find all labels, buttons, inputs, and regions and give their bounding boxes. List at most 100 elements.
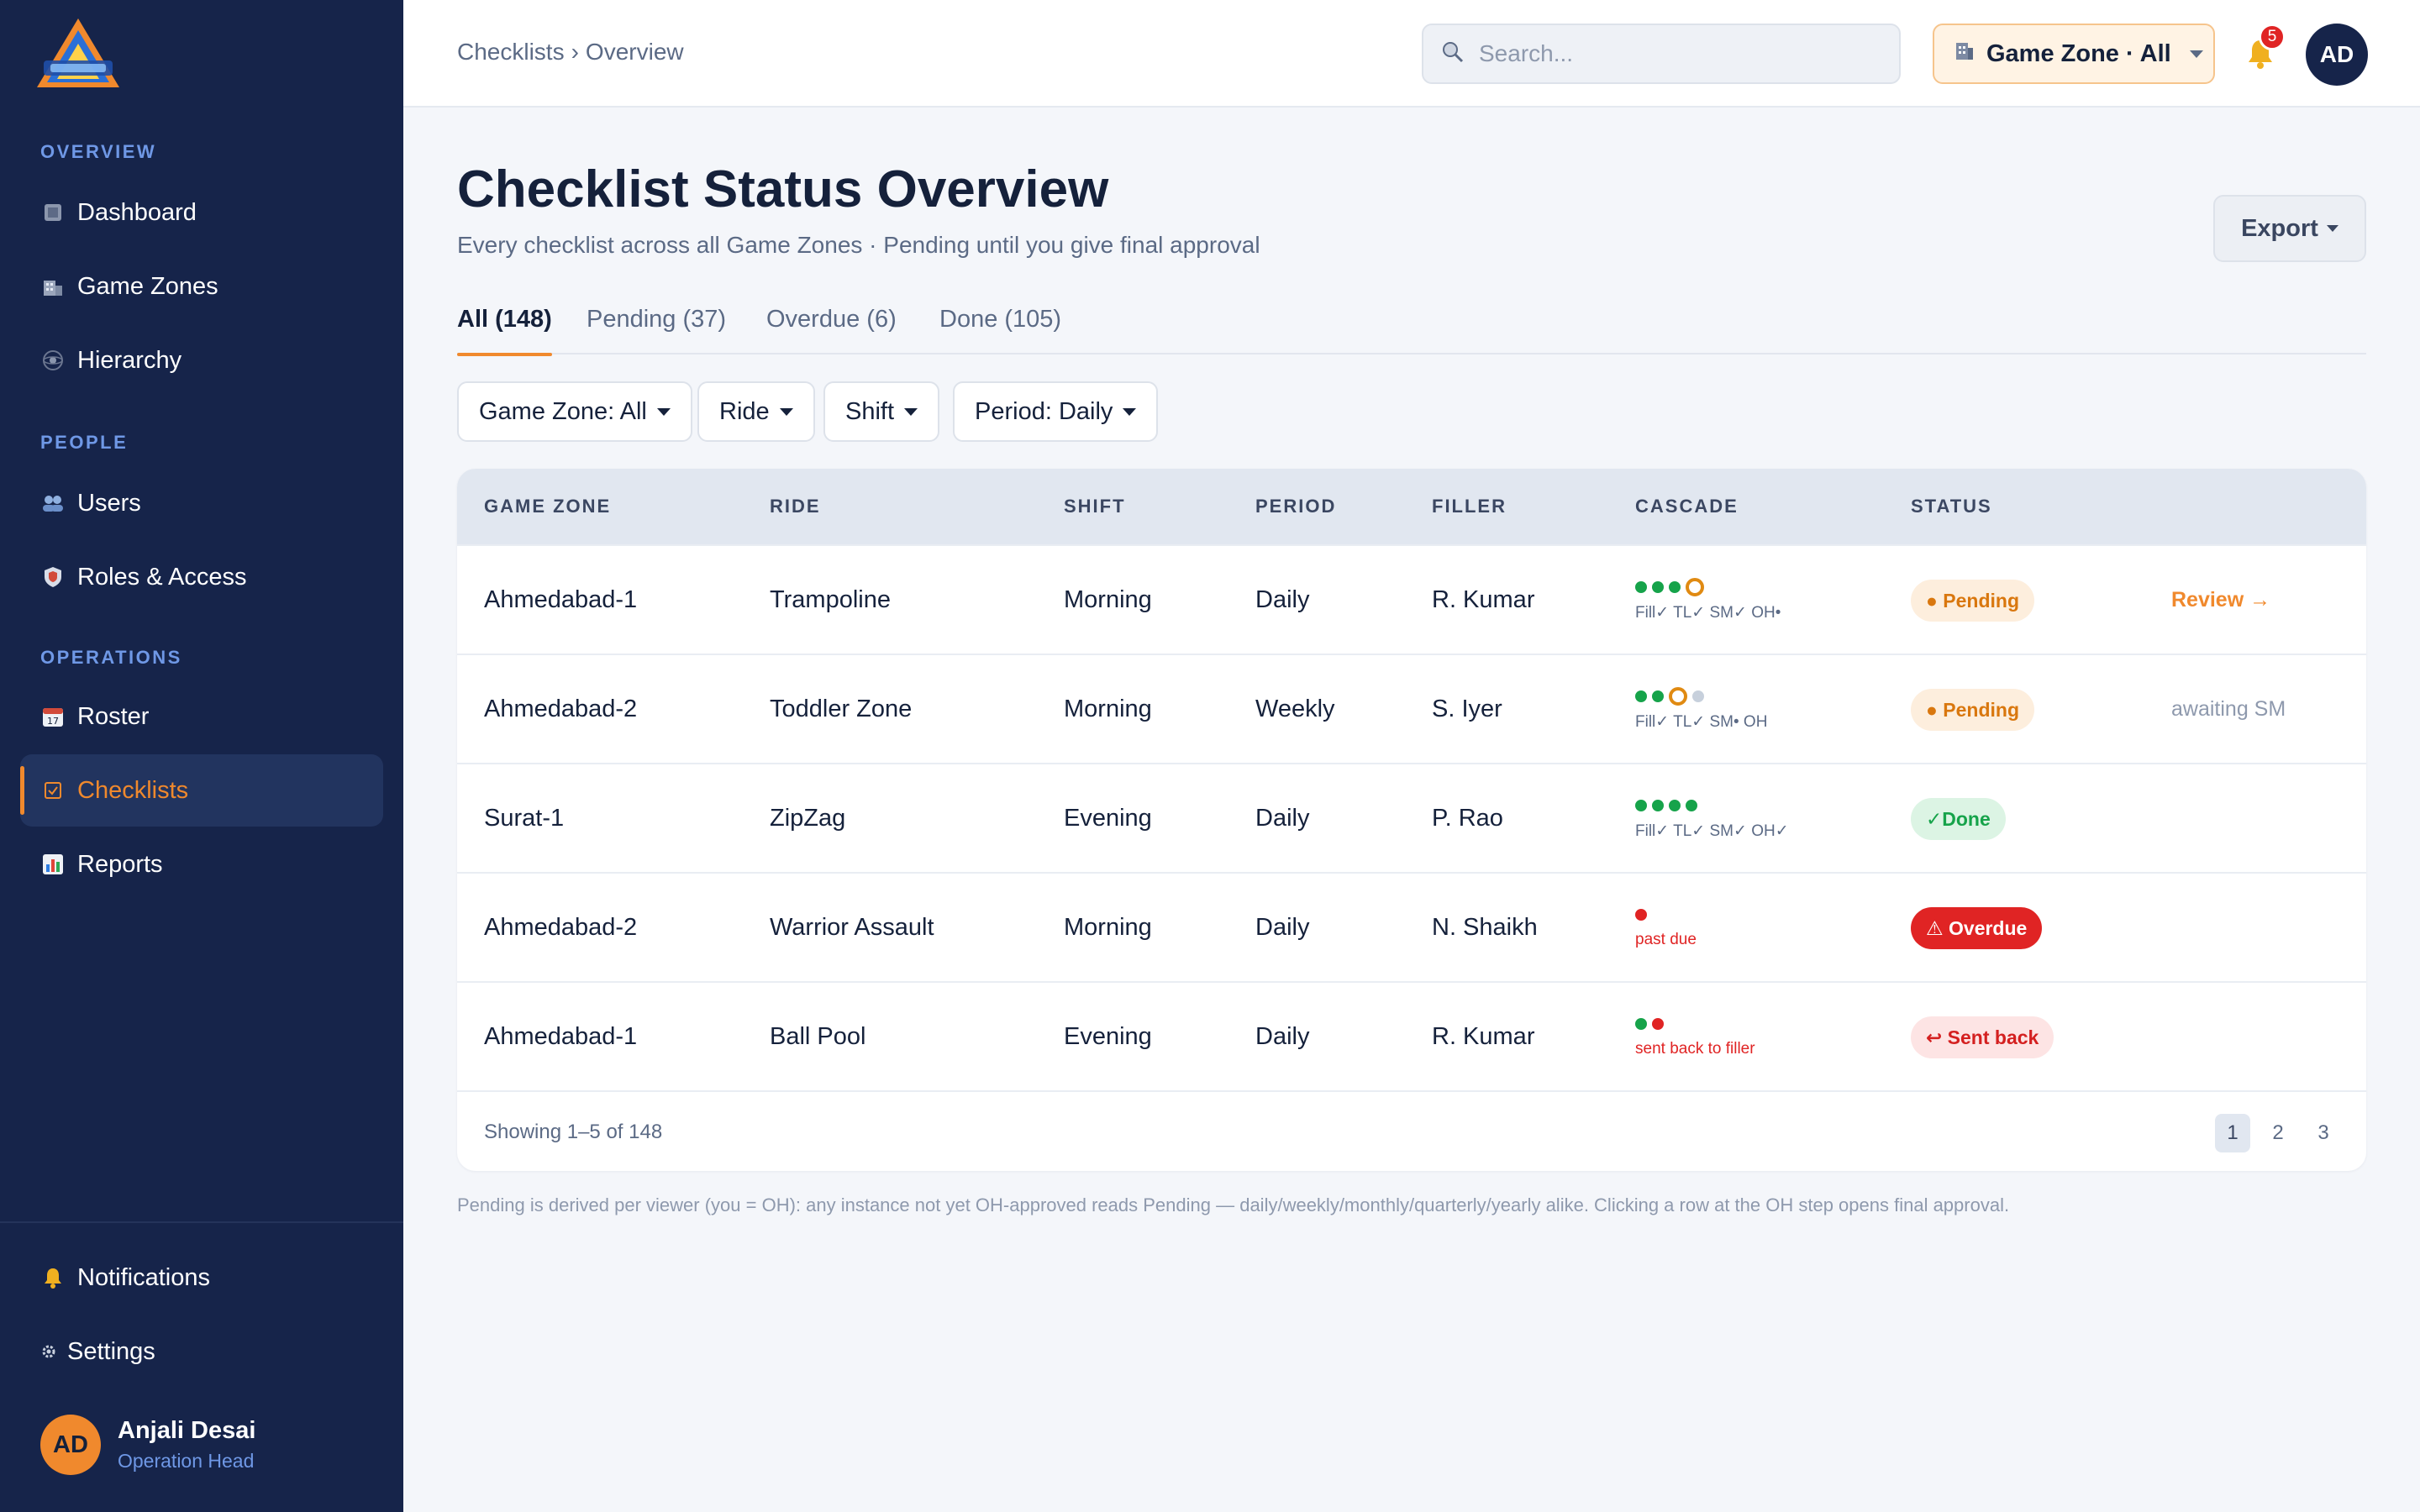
cascade-step-green-dot bbox=[1669, 581, 1681, 593]
table-row[interactable]: Ahmedabad-1 Ball Pool Evening Daily R. Kumar… bbox=[457, 981, 2366, 1090]
filter-label: Period: Daily bbox=[975, 397, 1113, 425]
column-header-ride[interactable]: RIDE bbox=[770, 496, 821, 517]
column-header-period[interactable]: PERIOD bbox=[1255, 496, 1337, 517]
cell-period: Daily bbox=[1255, 805, 1310, 832]
tab-overdue[interactable]: Overdue (6) bbox=[766, 306, 897, 333]
page-button-1[interactable]: 1 bbox=[2215, 1114, 2250, 1152]
brand-logo[interactable] bbox=[32, 15, 124, 92]
cascade-label: sent back to filler bbox=[1635, 1040, 1755, 1058]
column-header-shift[interactable]: SHIFT bbox=[1064, 496, 1126, 517]
chevron-down-icon bbox=[656, 407, 671, 416]
bar-chart-icon bbox=[40, 852, 66, 877]
cell-period: Daily bbox=[1255, 1023, 1310, 1050]
awaiting-note: awaiting SM bbox=[2171, 697, 2286, 721]
sidebar-item-roster[interactable]: 17 Roster bbox=[20, 680, 383, 753]
cascade-label: past due bbox=[1635, 931, 1697, 948]
sidebar-item-label: Notifications bbox=[77, 1263, 210, 1291]
page-button-3[interactable]: 3 bbox=[2317, 1121, 2329, 1144]
sidebar-item-label: Users bbox=[77, 489, 141, 517]
table-footer: Showing 1–5 of 148 1 2 3 bbox=[457, 1090, 2366, 1171]
cascade-step-ring-dot bbox=[1669, 687, 1687, 706]
sidebar-item-notifications[interactable]: Notifications bbox=[20, 1242, 383, 1314]
avatar[interactable]: AD bbox=[2306, 24, 2368, 86]
checkbox-icon bbox=[40, 778, 66, 803]
breadcrumb-checklists[interactable]: Checklists bbox=[457, 39, 565, 65]
user-role: Operation Head bbox=[118, 1450, 255, 1472]
sidebar-item-label: Hierarchy bbox=[77, 346, 182, 374]
building-icon bbox=[40, 274, 66, 299]
export-button[interactable]: Export bbox=[2213, 195, 2366, 262]
table-row[interactable]: Surat-1 ZipZag Evening Daily P. Rao Fill✓ TL✓… bbox=[457, 763, 2366, 872]
sidebar-item-game-zones[interactable]: Game Zones bbox=[20, 250, 383, 323]
review-link[interactable]: Review → bbox=[2171, 588, 2271, 612]
table-row[interactable]: Ahmedabad-2 Warrior Assault Morning Daily N.… bbox=[457, 872, 2366, 981]
calendar-icon: 17 bbox=[40, 704, 66, 729]
cascade-progress: Fill✓ TL✓ SM✓ OH• bbox=[1635, 578, 1781, 622]
status-badge: ↩ Sent back bbox=[1911, 1016, 2054, 1058]
status-badge: ● Pending bbox=[1911, 689, 2035, 731]
cascade-dots bbox=[1635, 1015, 1755, 1033]
sidebar-item-hierarchy[interactable]: Hierarchy bbox=[20, 324, 383, 396]
column-header-cascade[interactable]: CASCADE bbox=[1635, 496, 1739, 517]
cascade-label: Fill✓ TL✓ SM✓ OH• bbox=[1635, 604, 1781, 622]
users-icon bbox=[40, 491, 66, 516]
filter-label: Ride bbox=[719, 397, 770, 425]
cell-ride: Trampoline bbox=[770, 586, 891, 613]
sidebar-item-label: Settings bbox=[67, 1337, 155, 1365]
table-row[interactable]: Ahmedabad-2 Toddler Zone Morning Weekly S. I… bbox=[457, 654, 2366, 763]
cascade-label: Fill✓ TL✓ SM• OH bbox=[1635, 713, 1768, 731]
table-row[interactable]: Ahmedabad-1 Trampoline Morning Daily R. Kuma… bbox=[457, 544, 2366, 654]
sidebar-item-settings[interactable]: Settings bbox=[20, 1315, 383, 1388]
tab-all[interactable]: All (148) bbox=[457, 306, 552, 356]
nav-section-people: PEOPLE bbox=[40, 432, 129, 453]
cell-ride: ZipZag bbox=[770, 805, 846, 832]
cell-filler: P. Rao bbox=[1432, 805, 1503, 832]
filter-label: Shift bbox=[845, 397, 895, 425]
breadcrumb-separator: › bbox=[571, 39, 579, 65]
sidebar-item-reports[interactable]: Reports bbox=[20, 828, 383, 900]
search-box[interactable] bbox=[1422, 24, 1901, 84]
sidebar-item-checklists[interactable]: Checklists bbox=[20, 754, 383, 827]
filter-period[interactable]: Period: Daily bbox=[953, 381, 1159, 442]
nav-section-overview: OVERVIEW bbox=[40, 141, 157, 162]
network-icon bbox=[40, 348, 66, 373]
chevron-down-icon bbox=[2326, 225, 2338, 232]
sidebar-item-dashboard[interactable]: Dashboard bbox=[20, 176, 383, 249]
footnote: Pending is derived per viewer (you = OH)… bbox=[457, 1194, 2010, 1215]
chevron-down-icon bbox=[2189, 50, 2203, 58]
shield-icon bbox=[40, 564, 66, 590]
filter-label: Game Zone: All bbox=[479, 397, 647, 425]
status-badge: ⚠ Overdue bbox=[1911, 907, 2043, 949]
sidebar-item-users[interactable]: Users bbox=[20, 467, 383, 539]
grid-icon bbox=[40, 200, 66, 225]
user-profile[interactable]: AD Anjali Desai Operation Head bbox=[40, 1415, 255, 1475]
column-header-game-zone[interactable]: GAME ZONE bbox=[484, 496, 612, 517]
column-header-status[interactable]: STATUS bbox=[1911, 496, 1992, 517]
tab-done[interactable]: Done (105) bbox=[939, 306, 1062, 333]
filter-shift[interactable]: Shift bbox=[823, 381, 940, 442]
game-zone-selector[interactable]: Game Zone · All bbox=[1933, 24, 2215, 84]
cell-ride: Warrior Assault bbox=[770, 914, 934, 941]
cascade-step-green-dot bbox=[1635, 581, 1647, 593]
filter-ride[interactable]: Ride bbox=[697, 381, 815, 442]
sidebar-item-roles-access[interactable]: Roles & Access bbox=[20, 541, 383, 613]
cell-zone: Ahmedabad-1 bbox=[484, 1023, 638, 1050]
cell-shift: Evening bbox=[1064, 805, 1152, 832]
filter-game-zone[interactable]: Game Zone: All bbox=[457, 381, 692, 442]
gear-icon bbox=[40, 1339, 57, 1364]
cell-filler: S. Iyer bbox=[1432, 696, 1502, 722]
chevron-down-icon bbox=[779, 407, 793, 416]
game-zone-selector-label: Game Zone · All bbox=[1986, 39, 2171, 67]
checklist-table: GAME ZONE RIDE SHIFT PERIOD FILLER CASCA… bbox=[457, 469, 2366, 1171]
search-input[interactable] bbox=[1479, 40, 1865, 67]
cell-shift: Evening bbox=[1064, 1023, 1152, 1050]
tab-pending[interactable]: Pending (37) bbox=[587, 306, 727, 333]
cascade-step-green-dot bbox=[1635, 690, 1647, 702]
cascade-step-red-dot bbox=[1635, 909, 1647, 921]
cascade-step-ring-dot bbox=[1686, 578, 1704, 596]
cell-ride: Toddler Zone bbox=[770, 696, 913, 722]
sidebar-divider bbox=[0, 1221, 403, 1223]
pagination-summary: Showing 1–5 of 148 bbox=[484, 1121, 663, 1143]
page-button-2[interactable]: 2 bbox=[2272, 1121, 2284, 1144]
column-header-filler[interactable]: FILLER bbox=[1432, 496, 1507, 517]
